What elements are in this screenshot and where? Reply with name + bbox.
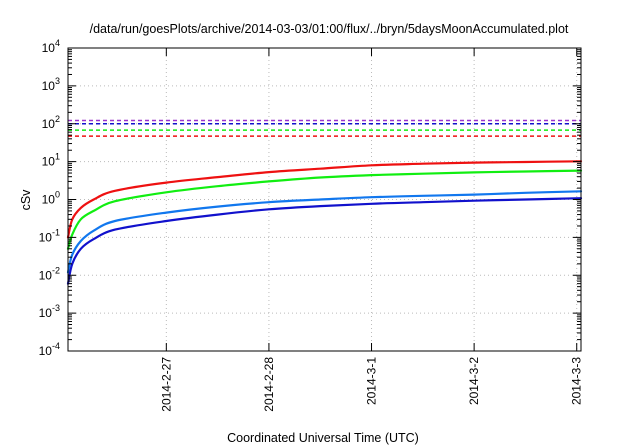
x-axis-label: Coordinated Universal Time (UTC)	[227, 431, 419, 445]
x-tick-label: 2014-3-2	[467, 357, 481, 405]
y-tick-exponent: 3	[55, 76, 60, 86]
y-tick-exponent: -3	[52, 303, 60, 313]
y-tick-label: 102	[42, 114, 60, 131]
x-tick-labels: 2014-2-27 2014-2-28 2014-3-1 2014-3-2 2014-3…	[159, 357, 583, 412]
x-tick-label: 2014-3-1	[365, 357, 379, 405]
y-tick-exponent: -1	[52, 227, 60, 237]
x-tick-label: 2014-3-3	[570, 357, 584, 405]
series-line	[66, 169, 583, 250]
y-axis-label: cSv	[19, 189, 33, 211]
series-line	[66, 190, 583, 274]
y-tick-label: 104	[42, 38, 60, 55]
y-tick-label: 103	[42, 76, 60, 93]
y-tick-exponent: -2	[52, 265, 60, 275]
y-tick-label: 10-4	[39, 341, 60, 358]
series-line	[66, 160, 583, 239]
y-tick-label: 10-2	[39, 265, 60, 282]
y-tick-label: 100	[42, 190, 60, 207]
y-tick-exponent: 2	[55, 114, 60, 124]
y-tick-label: 10-3	[39, 303, 60, 320]
reference-lines	[68, 119, 581, 137]
y-tick-exponent: -4	[52, 341, 60, 351]
y-tick-exponent: 1	[55, 152, 60, 162]
axis-ticks	[68, 47, 581, 352]
y-tick-label: 10-1	[39, 227, 60, 244]
series-line	[66, 197, 583, 285]
y-tick-exponent: 4	[55, 38, 60, 48]
y-tick-exponent: 0	[55, 190, 60, 200]
chart-title: /data/run/goesPlots/archive/2014-03-03/0…	[90, 22, 569, 36]
x-tick-label: 2014-2-27	[159, 357, 173, 412]
y-tick-label: 101	[42, 152, 60, 169]
data-series	[66, 160, 583, 285]
x-tick-label: 2014-2-28	[262, 357, 276, 412]
